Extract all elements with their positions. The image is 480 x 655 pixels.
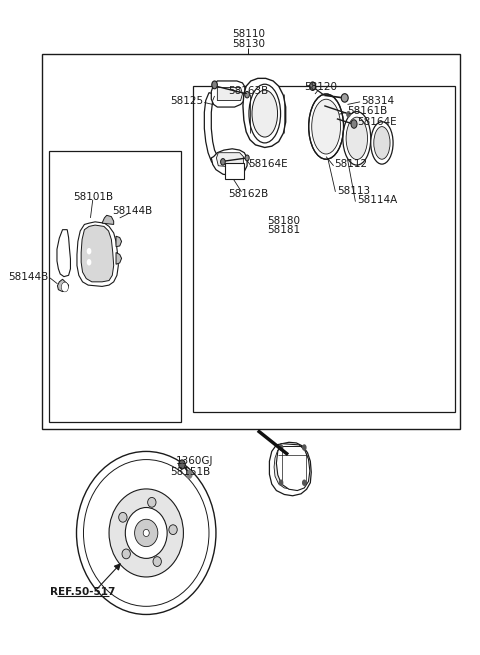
- Ellipse shape: [134, 519, 158, 547]
- Polygon shape: [211, 81, 246, 107]
- Ellipse shape: [84, 460, 209, 607]
- Circle shape: [302, 444, 307, 451]
- Ellipse shape: [143, 529, 149, 536]
- Text: 58164E: 58164E: [357, 117, 396, 127]
- Text: 58130: 58130: [232, 39, 265, 48]
- Text: 58120: 58120: [304, 83, 337, 92]
- Polygon shape: [276, 443, 310, 491]
- Ellipse shape: [125, 508, 167, 558]
- Ellipse shape: [310, 82, 316, 90]
- Polygon shape: [211, 149, 247, 176]
- Text: 58163B: 58163B: [228, 86, 269, 96]
- Circle shape: [87, 259, 91, 265]
- Ellipse shape: [312, 99, 340, 154]
- Text: REF.50-517: REF.50-517: [50, 587, 115, 597]
- Circle shape: [346, 111, 351, 117]
- Text: 58314: 58314: [361, 96, 395, 105]
- Ellipse shape: [212, 81, 217, 89]
- Polygon shape: [116, 252, 121, 264]
- Polygon shape: [243, 79, 286, 147]
- Ellipse shape: [122, 549, 131, 559]
- Text: 58151B: 58151B: [170, 467, 211, 477]
- Circle shape: [87, 248, 91, 254]
- Text: 58161B: 58161B: [348, 106, 388, 116]
- Polygon shape: [116, 236, 121, 247]
- Ellipse shape: [76, 451, 216, 614]
- Circle shape: [279, 444, 283, 451]
- Bar: [225, 163, 244, 179]
- Ellipse shape: [249, 84, 281, 143]
- Ellipse shape: [148, 497, 156, 507]
- Ellipse shape: [245, 155, 249, 161]
- Text: 58101B: 58101B: [72, 192, 113, 202]
- Polygon shape: [216, 153, 243, 168]
- Text: 58114A: 58114A: [357, 195, 397, 205]
- Text: 58162B: 58162B: [228, 189, 269, 199]
- Circle shape: [302, 479, 307, 486]
- Ellipse shape: [351, 120, 357, 128]
- Text: 58112: 58112: [335, 159, 368, 170]
- Ellipse shape: [179, 460, 185, 469]
- Bar: [42, 54, 460, 428]
- Polygon shape: [57, 230, 71, 276]
- Circle shape: [279, 479, 283, 486]
- Text: 58181: 58181: [267, 225, 300, 234]
- Ellipse shape: [309, 94, 344, 159]
- Text: 58125: 58125: [170, 96, 204, 105]
- Ellipse shape: [221, 159, 225, 165]
- Ellipse shape: [153, 557, 161, 567]
- Polygon shape: [81, 225, 114, 282]
- Polygon shape: [102, 215, 114, 225]
- Ellipse shape: [341, 94, 348, 102]
- Ellipse shape: [374, 126, 390, 159]
- Text: 58164E: 58164E: [249, 159, 288, 170]
- Ellipse shape: [346, 117, 368, 160]
- Ellipse shape: [119, 512, 127, 522]
- Ellipse shape: [371, 122, 393, 164]
- Text: 58113: 58113: [337, 185, 370, 196]
- Polygon shape: [217, 88, 242, 100]
- Ellipse shape: [252, 90, 277, 137]
- Ellipse shape: [245, 92, 250, 98]
- Ellipse shape: [343, 111, 371, 165]
- Text: 58144B: 58144B: [112, 206, 153, 216]
- Polygon shape: [274, 448, 306, 489]
- Text: 58180: 58180: [267, 215, 300, 225]
- Bar: [192, 86, 456, 412]
- Text: 58144B: 58144B: [8, 272, 48, 282]
- Text: 1360GJ: 1360GJ: [176, 456, 214, 466]
- Polygon shape: [77, 222, 119, 286]
- Circle shape: [186, 470, 192, 479]
- Ellipse shape: [109, 489, 183, 577]
- Polygon shape: [204, 93, 227, 172]
- Circle shape: [61, 282, 68, 291]
- Bar: [48, 151, 181, 422]
- Text: 58110: 58110: [232, 29, 265, 39]
- Polygon shape: [58, 279, 69, 291]
- Ellipse shape: [169, 525, 177, 534]
- Polygon shape: [269, 442, 311, 496]
